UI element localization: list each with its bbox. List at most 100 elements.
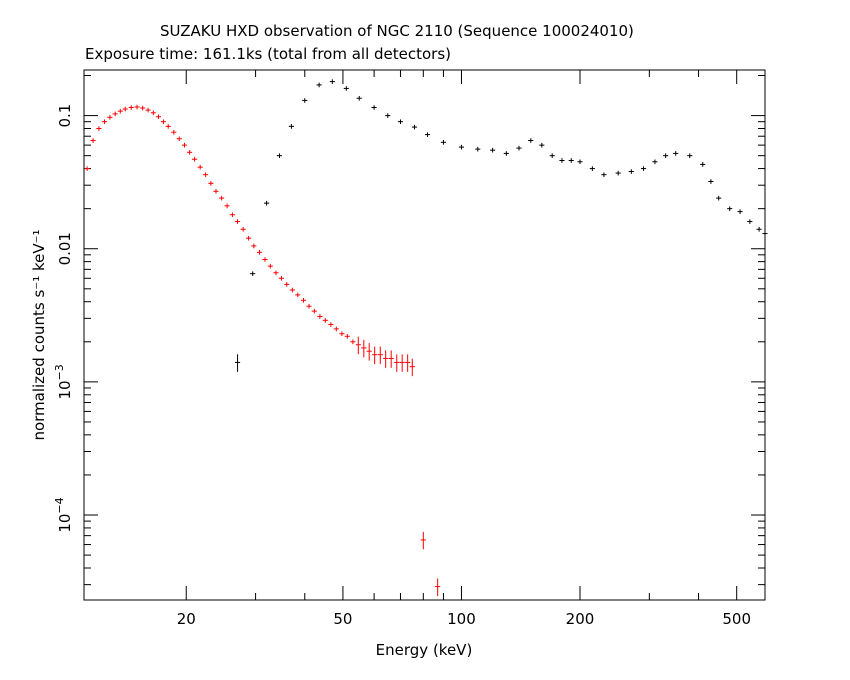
data-point [322,318,328,323]
data-point [101,119,108,125]
data-point [615,170,621,176]
chart-title: SUZAKU HXD observation of NGC 2110 (Sequ… [160,22,634,40]
data-point [377,346,383,365]
data-point [229,212,235,218]
data-point [208,181,214,186]
data-point [700,162,706,167]
x-axis-label: Energy (keV) [376,641,473,659]
data-point [708,179,714,184]
data-point [383,350,389,368]
x-tick-label: 100 [447,610,476,628]
data-point [397,119,404,125]
data-point [727,206,733,212]
data-point [90,138,96,143]
data-point [339,331,345,337]
data-point [399,354,405,372]
data-point [251,243,257,249]
data-point [568,158,574,163]
data-point [577,159,583,165]
data-point [355,336,361,355]
data-point [213,189,219,194]
data-point [134,104,140,110]
data-point [435,578,441,596]
data-point [716,195,722,201]
x-tick-label: 500 [722,610,751,628]
data-point [640,166,647,171]
y-tick-label: 10−4 [53,497,74,532]
data-point [344,334,350,339]
data-point [284,282,290,287]
data-point [176,136,182,142]
data-point [350,339,356,345]
y-tick-base: 10 [56,380,74,399]
y-tick-label: 0.1 [56,104,74,128]
data-point [122,106,128,112]
data-point [140,105,146,111]
data-point [84,166,90,171]
data-point [181,142,188,148]
data-point [762,231,768,236]
data-point [234,219,241,224]
data-point [107,115,113,120]
data-point [234,354,241,372]
data-point [155,114,161,120]
data-point [278,276,284,281]
data-point [328,322,334,327]
data-point [160,119,166,125]
data-point [264,200,270,206]
data-point [366,343,372,361]
data-point [440,140,446,145]
data-point [267,263,273,269]
data-point [112,111,118,117]
data-point [528,138,534,143]
data-point [490,147,496,153]
data-point [288,124,294,129]
data-point [663,153,669,159]
data-point [250,271,256,277]
data-point [559,158,565,163]
y-tick-label: 10−3 [53,364,74,399]
data-point [356,95,362,101]
data-point [747,219,753,224]
data-point [145,107,151,113]
data-point [316,82,322,88]
data-point [295,292,301,298]
data-point [628,169,634,174]
plot-area [83,69,766,601]
data-point [96,126,102,131]
data-point [458,144,465,150]
data-point [409,358,415,377]
data-point [165,124,171,129]
data-point [300,298,307,303]
x-tick-label: 50 [333,610,352,628]
data-point [601,172,607,178]
data-point [246,235,252,241]
data-point [333,326,339,332]
data-point [289,287,295,293]
plot-frame [83,69,766,601]
data-point [372,346,378,365]
data-point [256,250,263,255]
data-point [503,151,509,156]
x-tick-label: 200 [566,610,595,628]
data-point [424,132,431,137]
y-tick-label: 0.01 [56,232,74,265]
data-point [756,227,762,232]
data-point [385,113,391,118]
data-point [224,203,230,209]
data-point [262,257,268,262]
data-point [394,354,400,372]
data-point [197,164,203,170]
data-point [589,166,595,171]
y-tick-exponent: −3 [53,364,66,380]
chart-subtitle: Exposure time: 161.1ks (total from all d… [85,45,452,63]
data-point [302,98,308,103]
data-point [317,314,323,319]
series-pin [84,104,441,596]
data-point [343,86,349,91]
y-tick-base: 10 [56,514,74,533]
data-point [128,105,134,110]
data-point [516,145,522,151]
data-point [411,124,418,130]
